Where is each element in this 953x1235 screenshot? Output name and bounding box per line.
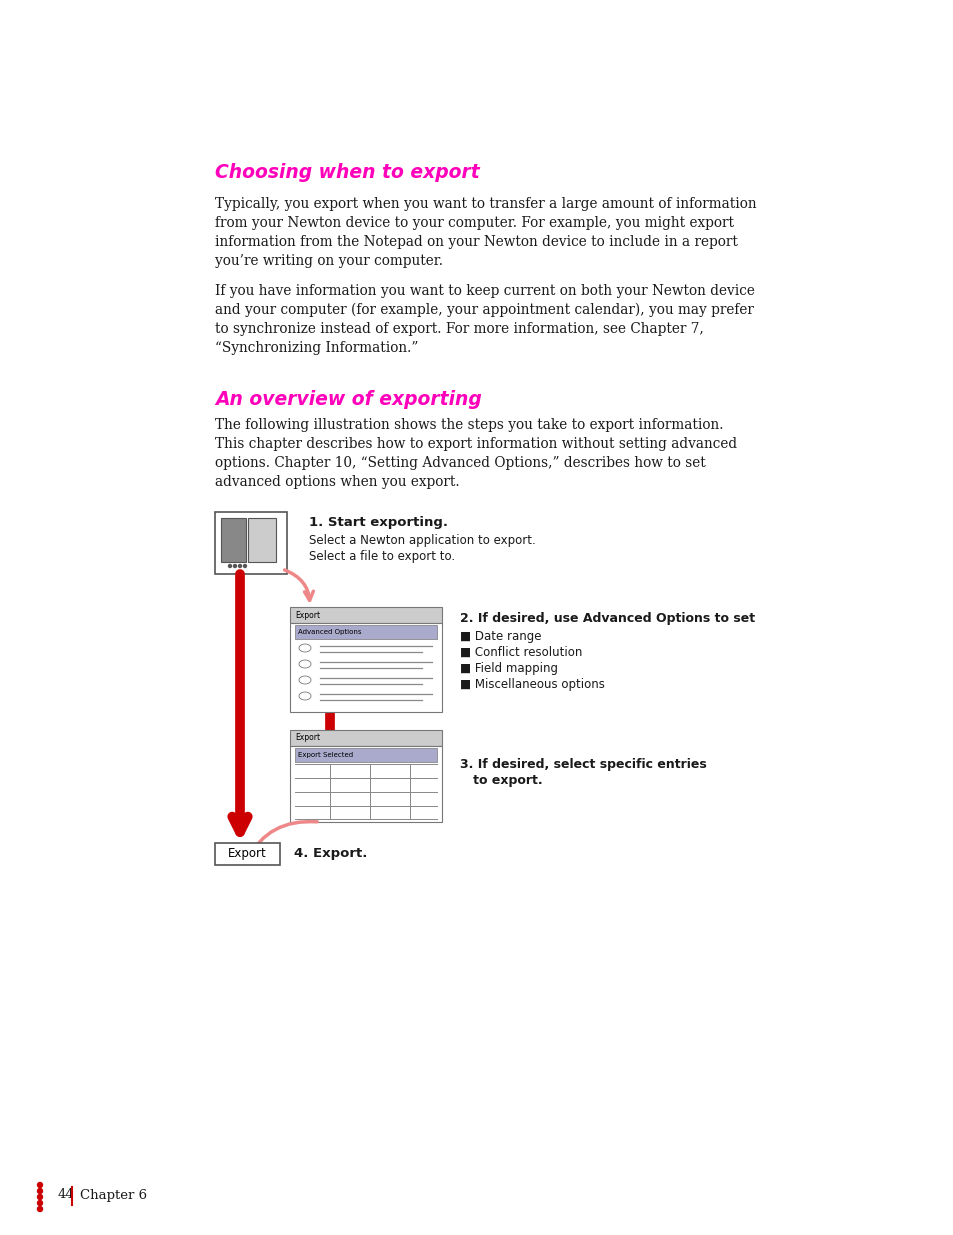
Text: ■ Miscellaneous options: ■ Miscellaneous options [459,678,604,692]
Circle shape [229,564,232,568]
Text: to synchronize instead of export. For more information, see Chapter 7,: to synchronize instead of export. For mo… [214,322,703,336]
Text: advanced options when you export.: advanced options when you export. [214,475,459,489]
Text: “Synchronizing Information.”: “Synchronizing Information.” [214,341,418,354]
Ellipse shape [298,659,311,668]
Text: 1. Start exporting.: 1. Start exporting. [309,516,448,529]
Bar [294,748,436,762]
Bar [214,513,287,574]
Bar [290,622,441,713]
Ellipse shape [298,676,311,684]
Text: Export: Export [294,734,320,742]
Text: 3. If desired, select specific entries: 3. If desired, select specific entries [459,758,706,771]
Circle shape [37,1188,43,1193]
Text: and your computer (for example, your appointment calendar), you may prefer: and your computer (for example, your app… [214,303,753,317]
Text: Advanced Options: Advanced Options [297,629,361,635]
Circle shape [238,564,241,568]
Text: to export.: to export. [459,774,542,787]
Circle shape [243,564,246,568]
Text: options. Chapter 10, “Setting Advanced Options,” describes how to set: options. Chapter 10, “Setting Advanced O… [214,456,705,471]
Circle shape [233,564,236,568]
Text: 2. If desired, use Advanced Options to set: 2. If desired, use Advanced Options to s… [459,613,755,625]
Ellipse shape [298,643,311,652]
Text: you’re writing on your computer.: you’re writing on your computer. [214,254,442,268]
Bar [290,746,441,823]
Text: Export Selected: Export Selected [297,752,353,758]
Text: ■ Field mapping: ■ Field mapping [459,662,558,676]
Bar [214,844,280,864]
Text: This chapter describes how to export information without setting advanced: This chapter describes how to export inf… [214,437,737,451]
Bar [290,606,441,622]
Text: Choosing when to export: Choosing when to export [214,163,479,182]
Circle shape [37,1207,43,1212]
Text: ■ Date range: ■ Date range [459,630,541,643]
Ellipse shape [298,692,311,700]
Text: from your Newton device to your computer. For example, you might export: from your Newton device to your computer… [214,216,733,230]
Circle shape [37,1194,43,1199]
Bar [221,517,246,562]
Text: Chapter 6: Chapter 6 [80,1188,147,1202]
Bar [248,517,275,562]
Text: Export: Export [228,847,267,861]
Text: If you have information you want to keep current on both your Newton device: If you have information you want to keep… [214,284,754,298]
Text: Select a Newton application to export.: Select a Newton application to export. [309,534,536,547]
Text: information from the Notepad on your Newton device to include in a report: information from the Notepad on your New… [214,235,737,249]
Text: 44: 44 [58,1188,74,1202]
Circle shape [37,1200,43,1205]
Text: Export: Export [294,610,320,620]
Bar [294,625,436,638]
Text: The following illustration shows the steps you take to export information.: The following illustration shows the ste… [214,417,722,432]
Bar [290,730,441,746]
Circle shape [37,1182,43,1188]
Text: Typically, you export when you want to transfer a large amount of information: Typically, you export when you want to t… [214,198,756,211]
Text: Select a file to export to.: Select a file to export to. [309,550,455,563]
Text: ■ Conflict resolution: ■ Conflict resolution [459,646,581,659]
Text: An overview of exporting: An overview of exporting [214,390,481,409]
Text: 4. Export.: 4. Export. [294,847,367,861]
